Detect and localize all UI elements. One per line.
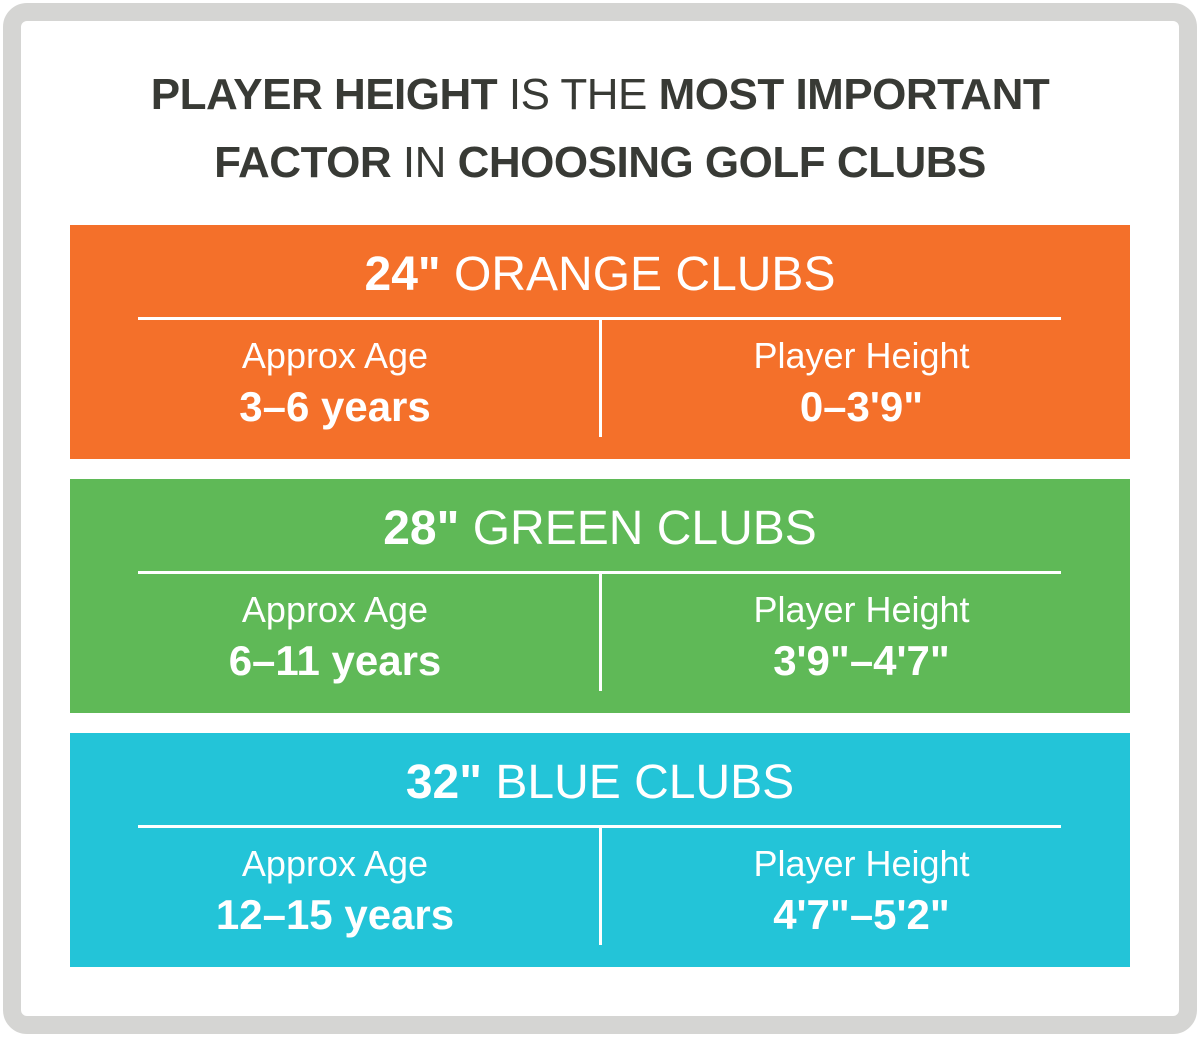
divider-horizontal xyxy=(138,317,1061,320)
age-label: Approx Age xyxy=(241,589,429,630)
club-length: 28" xyxy=(383,502,460,555)
age-value: 12–15 years xyxy=(215,891,455,938)
club-length: 24" xyxy=(364,248,441,301)
band-heading: 32" BLUE CLUBS xyxy=(70,753,1130,813)
height-cell: Player Height 4'7"–5'2" xyxy=(600,841,1123,943)
height-label: Player Height xyxy=(753,335,970,376)
height-value: 0–3'9" xyxy=(799,383,924,430)
divider-horizontal xyxy=(138,571,1061,574)
title-segment: MOST IMPORTANT xyxy=(658,70,1050,119)
band-heading: 28" GREEN CLUBS xyxy=(70,499,1130,559)
title-line-1: PLAYER HEIGHT IS THE MOST IMPORTANT xyxy=(0,62,1200,128)
title-segment: FACTOR xyxy=(214,138,392,187)
club-length: 32" xyxy=(405,756,483,809)
height-value: 3'9"–4'7" xyxy=(773,637,950,684)
height-cell: Player Height 3'9"–4'7" xyxy=(600,587,1123,689)
title-segment: IN xyxy=(391,138,458,187)
title-line-2: FACTOR IN CHOOSING GOLF CLUBS xyxy=(0,130,1200,196)
age-cell: Approx Age 3–6 years xyxy=(70,333,600,435)
title-segment: PLAYER HEIGHT xyxy=(150,70,498,119)
band-blue-clubs: 32" BLUE CLUBS Approx Age 12–15 years Pl… xyxy=(70,733,1130,967)
divider-vertical xyxy=(599,574,602,691)
band-orange-clubs: 24" ORANGE CLUBS Approx Age 3–6 years Pl… xyxy=(70,225,1130,459)
divider-vertical xyxy=(599,320,602,437)
age-value: 6–11 years xyxy=(228,637,442,684)
club-name: ORANGE CLUBS xyxy=(454,248,836,301)
band-heading: 24" ORANGE CLUBS xyxy=(70,245,1130,305)
height-value: 4'7"–5'2" xyxy=(773,891,950,938)
club-name: GREEN CLUBS xyxy=(472,502,817,555)
title-segment: IS THE xyxy=(497,70,659,119)
age-label: Approx Age xyxy=(241,335,429,376)
height-label: Player Height xyxy=(753,589,970,630)
divider-horizontal xyxy=(138,825,1061,828)
age-cell: Approx Age 6–11 years xyxy=(70,587,600,689)
age-cell: Approx Age 12–15 years xyxy=(70,841,600,943)
age-label: Approx Age xyxy=(241,843,429,884)
title-segment: CHOOSING GOLF CLUBS xyxy=(457,138,987,187)
height-cell: Player Height 0–3'9" xyxy=(600,333,1123,435)
height-label: Player Height xyxy=(753,843,970,884)
club-name: BLUE CLUBS xyxy=(495,756,795,809)
band-green-clubs: 28" GREEN CLUBS Approx Age 6–11 years Pl… xyxy=(70,479,1130,713)
age-value: 3–6 years xyxy=(239,383,431,430)
divider-vertical xyxy=(599,828,602,945)
